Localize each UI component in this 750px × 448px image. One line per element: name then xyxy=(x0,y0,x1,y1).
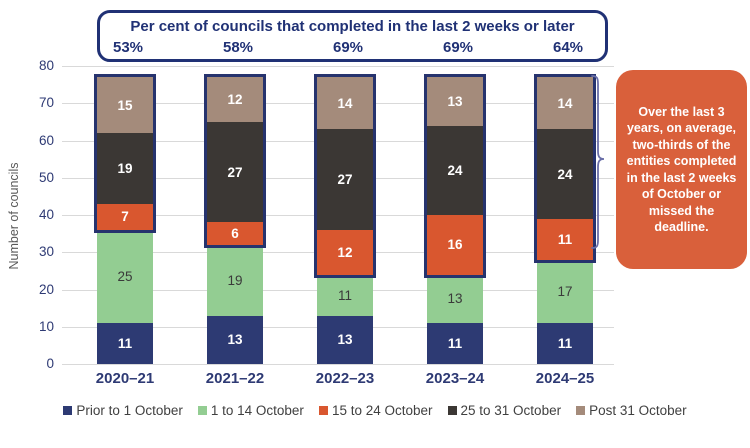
bar-segment: 19 xyxy=(207,244,263,316)
legend-swatch-icon xyxy=(197,406,207,415)
bar-segment: 6 xyxy=(207,222,263,245)
percentage-label: 69% xyxy=(442,39,474,56)
y-tick-label: 80 xyxy=(38,58,54,73)
bar-segment: 13 xyxy=(427,77,483,126)
bar-segment: 27 xyxy=(317,129,373,230)
bar-segment: 14 xyxy=(317,77,373,130)
y-tick-label: 70 xyxy=(38,95,54,111)
legend-swatch-icon xyxy=(318,406,328,415)
x-axis-label: 2020–21 xyxy=(95,370,155,387)
bar-segment: 16 xyxy=(427,214,483,275)
bar-segment: 14 xyxy=(537,77,593,130)
bar-2020–21: 15 19 7 25 11 xyxy=(94,74,156,364)
brace-bracket xyxy=(591,75,605,249)
bar-2021–22: 12 27 6 19 13 xyxy=(204,74,266,364)
percentage-label: 53% xyxy=(112,39,144,56)
header-title: Per cent of councils that completed in t… xyxy=(130,18,575,35)
legend-item: 25 to 31 October xyxy=(447,403,562,418)
legend-swatch-icon xyxy=(576,406,586,415)
bar-segment: 11 xyxy=(97,323,153,364)
annotation-callout: Over the last 3 years, on average, two-t… xyxy=(616,70,747,269)
legend-label: Prior to 1 October xyxy=(76,403,183,418)
bar-segment: 15 xyxy=(97,77,153,134)
y-tick-label: 40 xyxy=(38,207,54,222)
legend-swatch-icon xyxy=(447,406,457,415)
bar-2022–23: 14 27 12 11 13 xyxy=(314,74,376,364)
percentage-label: 64% xyxy=(552,39,584,56)
bar-2023–24: 13 24 16 13 11 xyxy=(424,74,486,364)
bar-segment: 13 xyxy=(317,315,373,364)
bar-segment: 12 xyxy=(207,77,263,122)
gridline xyxy=(62,66,614,67)
legend-label: 1 to 14 October xyxy=(210,403,304,418)
bar-segment: 13 xyxy=(427,274,483,323)
bar-segment: 13 xyxy=(207,315,263,364)
bar-2024–25: 14 24 11 17 11 xyxy=(534,74,596,364)
bar-segment: 24 xyxy=(427,125,483,215)
y-tick-label: 50 xyxy=(38,169,54,185)
legend-label: Post 31 October xyxy=(589,403,687,418)
bar-segment: 11 xyxy=(537,218,593,260)
y-tick-label: 30 xyxy=(38,244,54,260)
bar-segment: 11 xyxy=(317,274,373,316)
legend-item: 15 to 24 October xyxy=(318,403,433,418)
legend-item: Prior to 1 October xyxy=(63,403,183,418)
y-tick-label: 20 xyxy=(38,281,54,297)
gridline xyxy=(62,364,614,365)
header-box: Per cent of councils that completed in t… xyxy=(97,10,608,62)
x-axis-label: 2024–25 xyxy=(535,370,595,387)
percentage-label: 69% xyxy=(332,39,364,56)
bar-segment: 7 xyxy=(97,203,153,230)
legend-label: 25 to 31 October xyxy=(460,403,562,418)
bar-segment: 12 xyxy=(317,229,373,275)
annotation-callout-text: Over the last 3 years, on average, two-t… xyxy=(626,104,737,235)
legend: Prior to 1 October 1 to 14 October 15 to 2… xyxy=(0,403,750,418)
legend-item: Post 31 October xyxy=(576,403,687,418)
bar-segment: 11 xyxy=(537,322,593,364)
y-tick-label: 0 xyxy=(46,356,54,371)
y-axis-title: Number of councils xyxy=(7,162,21,270)
bar-segment: 25 xyxy=(97,229,153,323)
x-axis-label: 2022–23 xyxy=(315,370,375,387)
legend-swatch-icon xyxy=(63,406,73,415)
x-axis-label: 2023–24 xyxy=(425,370,485,387)
bar-segment: 17 xyxy=(537,259,593,323)
legend-item: 1 to 14 October xyxy=(197,403,304,418)
bar-segment: 24 xyxy=(537,129,593,219)
percentage-label: 58% xyxy=(222,39,254,56)
legend-label: 15 to 24 October xyxy=(331,403,433,418)
y-tick-label: 10 xyxy=(38,318,54,334)
y-tick-label: 60 xyxy=(38,132,54,148)
x-axis-label: 2021–22 xyxy=(205,370,265,387)
bar-segment: 19 xyxy=(97,133,153,204)
bar-segment: 11 xyxy=(427,323,483,364)
percentages-row: 53% 58% 69% 69% 64% xyxy=(100,39,605,59)
bar-segment: 27 xyxy=(207,121,263,223)
